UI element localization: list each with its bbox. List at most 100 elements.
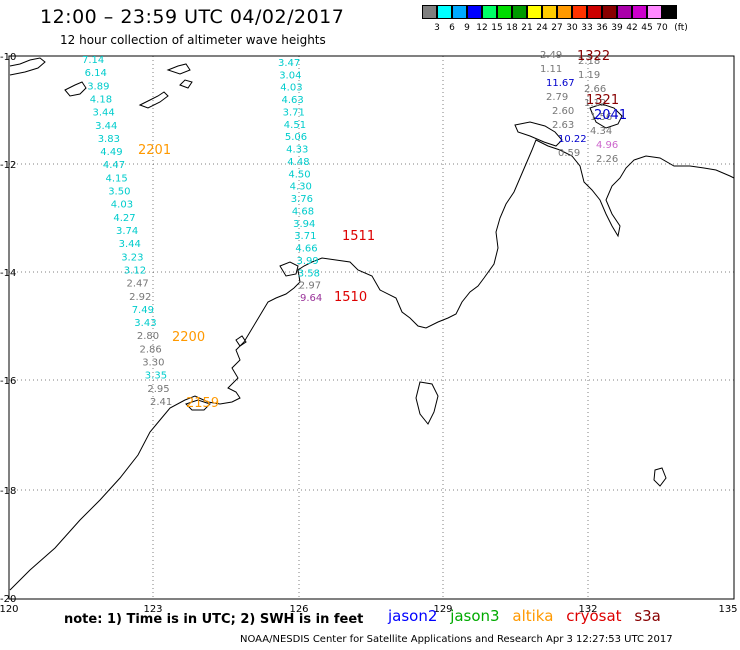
color-scale-label: 70	[656, 23, 668, 33]
satellite-legend: jason2 jason3 altika cryosat s3a	[388, 607, 669, 625]
color-swatch	[452, 5, 467, 19]
color-swatch	[617, 5, 632, 19]
wave-height-value: 3.94	[293, 219, 315, 230]
color-scale-label: 27	[551, 23, 563, 33]
wave-height-value: 2.60	[552, 106, 574, 117]
wave-height-value: 2.79	[546, 92, 568, 103]
lon-label: 129	[433, 604, 452, 615]
wave-height-value: 4.34	[590, 126, 612, 137]
wave-height-value: 2.95	[147, 384, 169, 395]
wave-height-value: 3.83	[98, 134, 120, 145]
wave-height-value: 2.66	[584, 84, 606, 95]
wave-height-value: 11.67	[546, 78, 575, 89]
wave-height-value: 4.18	[90, 95, 112, 106]
color-swatch	[512, 5, 527, 19]
wave-height-value: 2.26	[596, 154, 618, 165]
lon-label: 123	[143, 604, 162, 615]
lat-label: -16	[0, 376, 16, 387]
color-swatch	[437, 5, 452, 19]
lon-label: 135	[718, 604, 737, 615]
lat-label: -12	[0, 160, 16, 171]
wave-height-value: 3.04	[279, 70, 301, 81]
wave-height-value: 1.56	[590, 112, 612, 123]
wave-height-value: 2.86	[140, 344, 162, 355]
time-labels: 2201 1511 1510 2200 2159 1322 1321 2041	[138, 49, 627, 411]
wave-height-value: 4.48	[287, 157, 309, 168]
wave-height-value: 7.14	[82, 55, 104, 66]
page-title: 12:00 – 23:59 UTC 04/02/2017	[40, 6, 345, 28]
lat-axis-labels: -10 -12 -14 -16 -18 -20	[0, 52, 16, 605]
color-swatch	[497, 5, 512, 19]
wave-height-value: 4.68	[292, 206, 314, 217]
color-scale-label: 36	[596, 23, 608, 33]
time-label: 2201	[138, 143, 171, 158]
color-swatch	[482, 5, 497, 19]
wave-height-value: 2.41	[150, 397, 172, 408]
color-scale-label: 39	[611, 23, 623, 33]
wave-height-value: 4.30	[290, 182, 312, 193]
coastline-island	[185, 399, 211, 411]
legend-jason2: jason2	[388, 607, 438, 625]
wave-height-value: 4.63	[282, 95, 304, 106]
coastline-mainland	[9, 139, 735, 591]
legend-jason3: jason3	[450, 607, 500, 625]
wave-height-value: 3.44	[93, 108, 115, 119]
color-swatch	[632, 5, 647, 19]
map-frame	[8, 55, 735, 600]
grid-lines	[9, 56, 734, 599]
color-scale-label: 45	[641, 23, 653, 33]
coastline-island	[235, 335, 247, 347]
wave-height-value: 3.89	[87, 81, 109, 92]
coastline-island	[64, 81, 87, 97]
wave-height-value: 4.03	[111, 200, 133, 211]
time-label: 1511	[342, 229, 375, 244]
wave-height-value: 5.06	[285, 132, 307, 143]
wave-height-value: 2.47	[127, 279, 149, 290]
wave-height-value: 4.03	[280, 83, 302, 94]
footer-credit: NOAA/NESDIS Center for Satellite Applica…	[240, 634, 673, 645]
wave-height-value: 9.64	[300, 293, 322, 304]
color-swatch	[527, 5, 542, 19]
color-scale-label: (ft)	[674, 23, 688, 33]
wave-height-value: 3.58	[298, 268, 320, 279]
legend-cryosat: cryosat	[566, 607, 622, 625]
time-label: 1321	[586, 93, 619, 108]
legend-s3a: s3a	[634, 607, 661, 625]
wave-height-value: 2.97	[299, 281, 321, 292]
color-scale-label: 3	[434, 23, 440, 33]
wave-height-value: 3.71	[294, 231, 316, 242]
page-subtitle: 12 hour collection of altimeter wave hei…	[60, 33, 326, 47]
coastline-peninsula	[589, 103, 623, 129]
wave-height-value: 3.99	[297, 256, 319, 267]
wave-height-value: 4.27	[113, 213, 135, 224]
color-swatch	[572, 5, 587, 19]
wave-height-value: 3.76	[291, 194, 313, 205]
color-scale-label: 18	[506, 23, 518, 33]
wave-height-value: 2.80	[137, 331, 159, 342]
wave-height-value: 3.23	[121, 252, 143, 263]
wave-height-value: 3.74	[116, 226, 138, 237]
coastline-island	[415, 381, 439, 425]
time-label: 2041	[594, 108, 627, 123]
lon-label: 126	[289, 604, 308, 615]
time-label: 2200	[172, 330, 205, 345]
lat-label: -18	[0, 486, 16, 497]
color-swatch	[467, 5, 482, 19]
color-scale-label: 24	[536, 23, 548, 33]
color-swatch	[587, 5, 602, 19]
wave-height-value: 3.71	[283, 108, 305, 119]
wave-height-value: 6.14	[85, 68, 107, 79]
wave-height-value: 3.30	[142, 358, 164, 369]
wave-height-value: 10.22	[558, 134, 587, 145]
color-swatch	[647, 5, 662, 19]
time-label: 2159	[186, 396, 219, 411]
lon-label: 132	[578, 604, 597, 615]
coastline-island	[653, 467, 667, 487]
color-swatch	[602, 5, 617, 19]
color-scale-label: 30	[566, 23, 578, 33]
wave-height-value: 3.47	[278, 58, 300, 69]
lat-label: -10	[0, 52, 16, 63]
wave-height-value: 1.12	[584, 98, 606, 109]
coastline-island	[179, 79, 193, 89]
